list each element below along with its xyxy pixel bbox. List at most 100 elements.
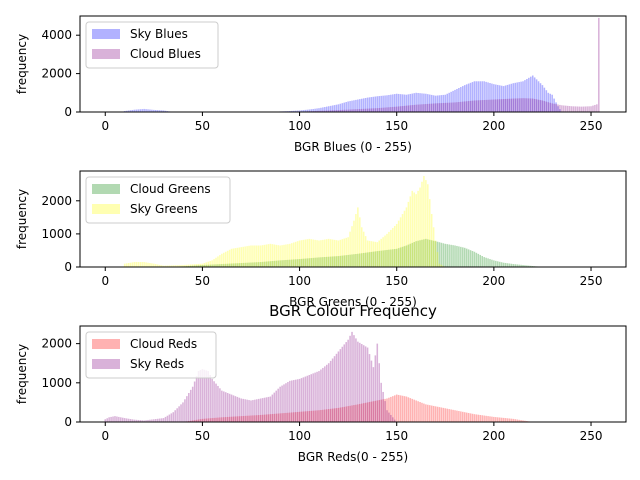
histogram-bar	[176, 408, 178, 422]
histogram-bar	[442, 102, 445, 112]
histogram-bar	[366, 97, 369, 112]
histogram-bar	[217, 417, 219, 422]
histogram-bar	[250, 262, 252, 267]
x-tick-label: 0	[101, 274, 109, 288]
histogram-bar	[535, 99, 538, 112]
histogram-bar	[265, 397, 268, 422]
histogram-bar	[506, 418, 509, 422]
histogram-bar	[432, 227, 435, 267]
histogram-bar	[168, 265, 171, 267]
histogram-bar	[463, 85, 466, 112]
histogram-bar	[304, 258, 307, 267]
histogram-bar	[508, 263, 511, 267]
histogram-bar	[434, 241, 437, 267]
histogram-bar	[296, 241, 299, 267]
histogram-bar	[409, 93, 412, 112]
histogram-bar	[337, 104, 340, 112]
histogram-bar	[419, 93, 421, 112]
histogram-bar	[153, 263, 155, 267]
histogram-bar	[374, 96, 377, 112]
histogram-bar	[329, 408, 332, 422]
histogram-bar	[541, 85, 544, 112]
histogram-bar	[355, 214, 357, 267]
histogram-bar	[322, 107, 324, 112]
histogram-bar	[388, 107, 390, 112]
histogram-bar	[308, 411, 311, 422]
histogram-bar	[242, 398, 244, 422]
histogram-bar	[164, 110, 167, 112]
histogram-bar	[502, 262, 505, 267]
histogram-bar	[238, 263, 241, 267]
histogram-bar	[302, 110, 305, 112]
histogram-bar	[473, 414, 476, 422]
histogram-bar	[487, 416, 489, 422]
histogram-bar	[514, 82, 517, 112]
histogram-bar	[246, 415, 248, 422]
histogram-bar	[366, 108, 369, 112]
histogram-bar	[226, 263, 229, 267]
histogram-bar	[242, 246, 244, 267]
histogram-bar	[275, 413, 278, 422]
histogram-bar	[479, 100, 482, 112]
histogram-bar	[483, 257, 485, 267]
histogram-bar	[219, 388, 221, 422]
histogram-bar	[254, 262, 256, 267]
histogram-bar	[417, 190, 419, 267]
histogram-bar	[343, 238, 346, 267]
histogram-bar	[362, 252, 365, 267]
histogram-bar	[265, 244, 268, 267]
histogram-bar	[382, 237, 384, 267]
histogram-bar	[325, 364, 328, 422]
histogram-bar	[384, 235, 386, 267]
histogram-bar	[217, 256, 219, 267]
histogram-bar	[372, 367, 375, 422]
histogram-bar	[425, 238, 427, 267]
histogram-bar	[230, 263, 233, 267]
histogram-bar	[224, 417, 227, 422]
histogram-bar	[199, 370, 202, 422]
histogram-bar	[477, 253, 480, 267]
histogram-bar	[337, 240, 340, 267]
histogram-bar	[195, 265, 198, 267]
legend-swatch-cloud-reds	[92, 339, 120, 349]
histogram-bar	[316, 110, 318, 112]
histogram-bar	[518, 419, 520, 422]
histogram-bar	[110, 416, 112, 422]
histogram-bar	[397, 93, 400, 112]
histogram-bar	[267, 244, 270, 267]
histogram-bar	[335, 104, 338, 112]
histogram-bar	[452, 102, 454, 112]
histogram-bar	[269, 396, 272, 422]
histogram-bar	[485, 81, 487, 112]
histogram-bar	[271, 244, 274, 267]
histogram-bar	[149, 263, 151, 267]
histogram-bar	[191, 265, 194, 267]
histogram-bar	[121, 417, 124, 422]
histogram-bar	[294, 379, 297, 422]
histogram-bar	[504, 98, 507, 112]
histogram-bar	[384, 107, 386, 112]
histogram-bar	[246, 246, 248, 267]
histogram-bar	[491, 83, 493, 112]
histogram-bar	[116, 416, 118, 422]
histogram-bar	[512, 83, 515, 112]
histogram-bar	[325, 106, 328, 112]
histogram-bar	[291, 243, 293, 267]
histogram-bar	[230, 394, 233, 422]
histogram-bar	[502, 417, 505, 422]
histogram-bar	[228, 249, 231, 267]
histogram-bar	[145, 109, 147, 112]
histogram-bar	[395, 93, 398, 112]
histogram-bar	[189, 264, 192, 267]
histogram-bar	[306, 411, 309, 422]
histogram-bar	[331, 239, 334, 267]
histogram-bar	[463, 247, 466, 267]
histogram-bar	[324, 257, 326, 267]
histogram-bar	[469, 100, 472, 112]
histogram-bar	[281, 385, 283, 422]
histogram-bar	[310, 374, 312, 422]
legend-box	[85, 176, 231, 224]
histogram-bar	[327, 110, 330, 112]
legend-swatch-sky-greens	[92, 204, 120, 214]
histogram-bar	[155, 419, 157, 422]
